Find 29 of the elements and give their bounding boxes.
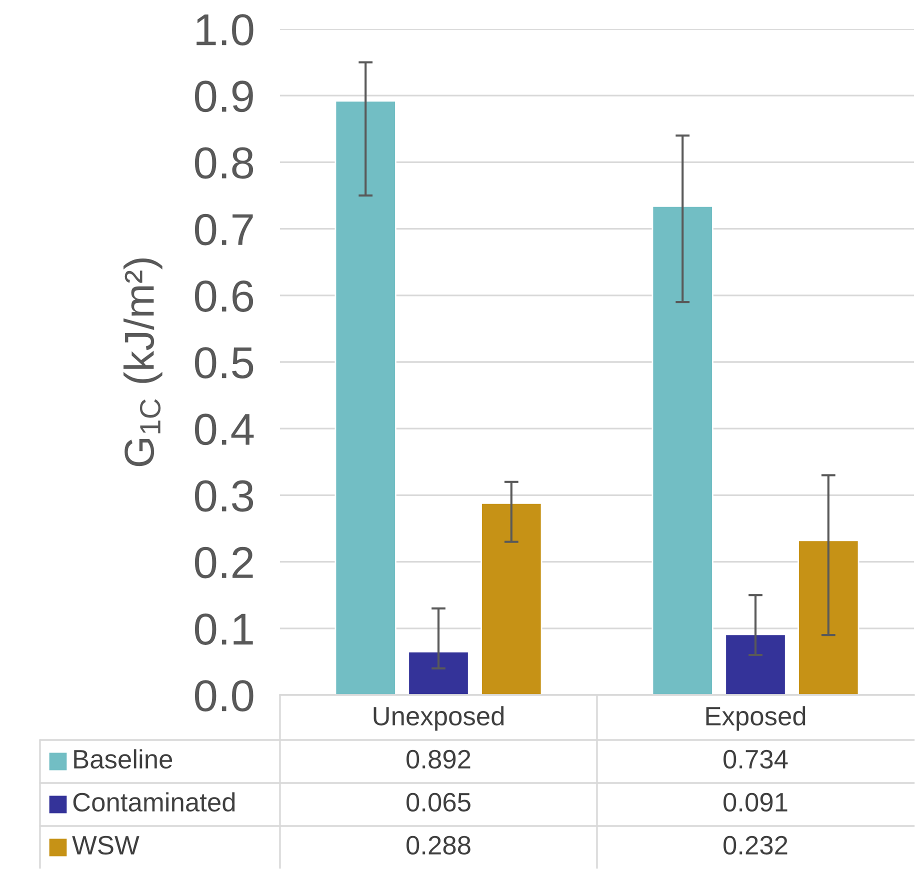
y-tick-label: 0.9 (194, 80, 253, 112)
y-tick-label: 0.4 (194, 414, 254, 446)
data-label: 0.734 (724, 750, 788, 769)
bar (480, 502, 542, 695)
x-tick-label: Unexposed (374, 706, 504, 731)
bar (408, 651, 470, 695)
legend-label: WSW (72, 836, 140, 855)
y-tick-label: 0.1 (194, 613, 253, 645)
data-label: 0.892 (406, 750, 470, 769)
y-tick-label: 0.0 (194, 680, 254, 712)
y-tick-label: 0.7 (194, 214, 253, 246)
data-label: 0.065 (406, 792, 470, 812)
x-tick-label: Exposed (706, 706, 806, 731)
y-tick-label: 0.2 (194, 546, 253, 578)
y-tick-label: 0.3 (194, 480, 254, 512)
y-tick-label: 0.6 (194, 280, 254, 312)
y-tick-label: 0.8 (194, 147, 254, 179)
y-axis-title: G$_{1C}$ (kJ/m²) (124, 258, 162, 466)
legend-label: Baseline (74, 749, 172, 769)
bar (334, 100, 396, 695)
data-label: 0.091 (724, 792, 788, 812)
bar (724, 634, 786, 695)
y-tick-label: 1.0 (196, 14, 254, 46)
legend-label: Contaminated (73, 792, 235, 812)
data-label: 0.288 (406, 836, 470, 855)
bar (798, 540, 860, 695)
data-label: 0.232 (724, 836, 788, 855)
bar (652, 205, 714, 695)
y-tick-label: 0.5 (194, 347, 254, 379)
